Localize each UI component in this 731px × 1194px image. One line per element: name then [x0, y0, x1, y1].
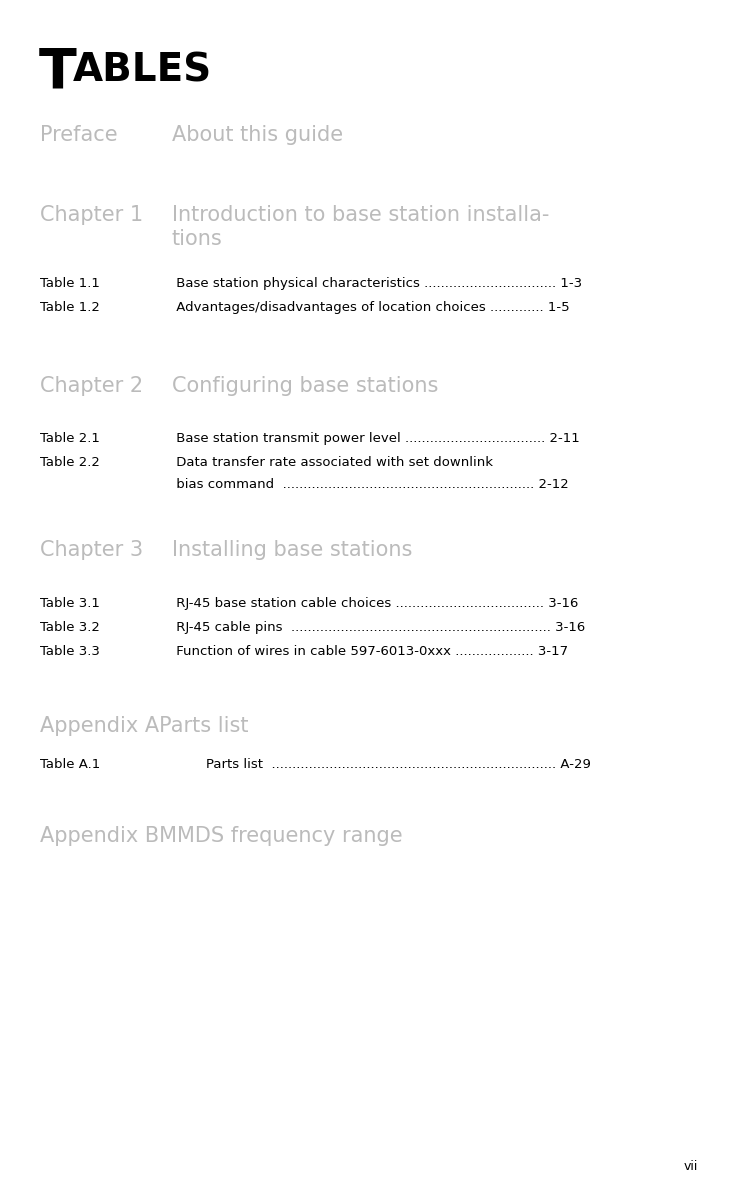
- Text: Installing base stations: Installing base stations: [172, 540, 412, 560]
- Text: Appendix BMMDS frequency range: Appendix BMMDS frequency range: [40, 826, 403, 847]
- Text: Table 1.2: Table 1.2: [40, 301, 100, 314]
- Text: Base station physical characteristics ................................ 1-3: Base station physical characteristics ..…: [172, 277, 582, 290]
- Text: Parts list  ....................................................................: Parts list .............................…: [172, 758, 591, 771]
- Text: Base station transmit power level .................................. 2-11: Base station transmit power level ......…: [172, 432, 580, 445]
- Text: Advantages/disadvantages of location choices ............. 1-5: Advantages/disadvantages of location cho…: [172, 301, 569, 314]
- Text: Table 3.3: Table 3.3: [40, 645, 100, 658]
- Text: vii: vii: [683, 1159, 698, 1173]
- Text: Table 2.2: Table 2.2: [40, 456, 100, 469]
- Text: RJ-45 base station cable choices .................................... 3-16: RJ-45 base station cable choices .......…: [172, 597, 578, 610]
- Text: ABLES: ABLES: [72, 51, 211, 90]
- Text: Table A.1: Table A.1: [40, 758, 100, 771]
- Text: About this guide: About this guide: [172, 125, 343, 146]
- Text: Data transfer rate associated with set downlink: Data transfer rate associated with set d…: [172, 456, 493, 469]
- Text: Preface: Preface: [40, 125, 118, 146]
- Text: Chapter 3: Chapter 3: [40, 540, 143, 560]
- Text: Table 3.2: Table 3.2: [40, 621, 100, 634]
- Text: bias command  ............................................................. 2-12: bias command ...........................…: [172, 478, 569, 491]
- Text: Appendix AParts list: Appendix AParts list: [40, 716, 249, 737]
- Text: RJ-45 cable pins  ..............................................................: RJ-45 cable pins .......................…: [172, 621, 585, 634]
- Text: T: T: [39, 45, 77, 99]
- Text: Configuring base stations: Configuring base stations: [172, 376, 438, 396]
- Text: Function of wires in cable 597-6013-0xxx ................... 3-17: Function of wires in cable 597-6013-0xxx…: [172, 645, 568, 658]
- Text: Chapter 2: Chapter 2: [40, 376, 143, 396]
- Text: Table 2.1: Table 2.1: [40, 432, 100, 445]
- Text: Table 3.1: Table 3.1: [40, 597, 100, 610]
- Text: Chapter 1: Chapter 1: [40, 205, 143, 226]
- Text: Introduction to base station installa-
tions: Introduction to base station installa- t…: [172, 205, 549, 248]
- Text: Table 1.1: Table 1.1: [40, 277, 100, 290]
